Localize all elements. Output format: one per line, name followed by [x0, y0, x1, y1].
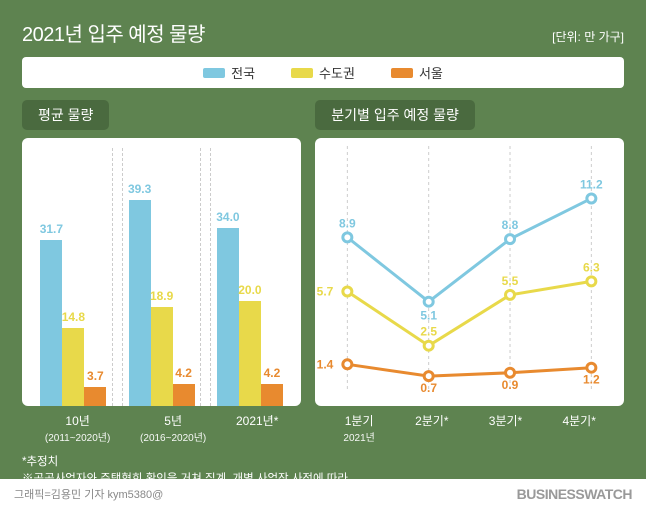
unit-label: [단위: 만 가구] — [552, 28, 624, 45]
legend-item: 전국 — [203, 63, 255, 82]
panel-average: 평균 물량 31.714.83.739.318.94.234.020.04.2 … — [22, 100, 301, 444]
credit: 그래픽=김용민 기자 kym5380@ — [14, 486, 163, 502]
legend-item: 서울 — [391, 63, 443, 82]
point-label: 1.4 — [317, 357, 334, 371]
footnote-line: *추정치 — [22, 454, 624, 471]
data-point — [424, 341, 433, 350]
bar-value: 4.2 — [175, 366, 192, 380]
data-point — [587, 363, 596, 372]
swatch-seoul — [391, 68, 413, 78]
bar: 18.9 — [151, 307, 173, 406]
bar: 34.0 — [217, 228, 239, 406]
x-tick: 4분기* — [562, 412, 595, 444]
line-chart-svg: 8.9 5.1 8.8 11.2 5.7 2.5 5.5 6.3 1.4 0.7 0.9 1.2 — [315, 138, 624, 406]
legend-label: 수도권 — [319, 63, 355, 82]
data-point — [424, 372, 433, 381]
line-series — [348, 281, 592, 345]
bar: 4.2 — [173, 384, 195, 406]
x-tick: 1분기2021년 — [343, 412, 374, 444]
footer: 그래픽=김용민 기자 kym5380@ BUSINESSWATCH — [0, 479, 646, 509]
data-point — [506, 368, 515, 377]
x-tick: 2021년* — [236, 412, 278, 444]
legend-label: 전국 — [231, 63, 255, 82]
point-label: 2.5 — [421, 325, 438, 339]
bar: 3.7 — [84, 387, 106, 406]
bar-value: 14.8 — [62, 310, 85, 324]
bar-value: 39.3 — [128, 182, 151, 196]
panel-title: 분기별 입주 예정 물량 — [315, 100, 475, 130]
bar: 4.2 — [261, 384, 283, 406]
x-axis: 1분기2021년 2분기* 3분기* 4분기* — [315, 406, 624, 444]
point-label: 5.1 — [421, 309, 438, 323]
bar-value: 34.0 — [216, 210, 239, 224]
bar: 14.8 — [62, 328, 84, 406]
bar-value: 3.7 — [87, 369, 104, 383]
header: 2021년 입주 예정 물량 [단위: 만 가구] — [0, 0, 646, 57]
data-point — [343, 233, 352, 242]
bar: 39.3 — [129, 200, 151, 406]
data-point — [343, 287, 352, 296]
point-label: 8.9 — [339, 216, 356, 230]
point-label: 0.7 — [421, 381, 438, 395]
data-point — [506, 290, 515, 299]
bar-value: 18.9 — [150, 289, 173, 303]
bar-value: 20.0 — [238, 283, 261, 297]
data-point — [424, 297, 433, 306]
data-point — [343, 360, 352, 369]
bar-group: 34.020.04.2 — [210, 148, 289, 406]
point-label: 11.2 — [580, 177, 603, 191]
chart-title: 2021년 입주 예정 물량 — [22, 18, 205, 47]
x-axis: 10년(2011~2020년) 5년(2016~2020년) 2021년* — [22, 406, 301, 444]
panel-quarterly: 분기별 입주 예정 물량 8.9 5.1 8.8 11.2 5.7 2.5 5.5 6.3 1.… — [315, 100, 624, 444]
point-label: 5.5 — [502, 274, 519, 288]
legend-item: 수도권 — [291, 63, 355, 82]
panel-title: 평균 물량 — [22, 100, 109, 130]
data-point — [587, 194, 596, 203]
brand-logo: BUSINESSWATCH — [517, 486, 632, 502]
point-label: 1.2 — [583, 373, 600, 387]
x-tick: 10년(2011~2020년) — [45, 412, 110, 444]
line-chart: 8.9 5.1 8.8 11.2 5.7 2.5 5.5 6.3 1.4 0.7 0.9 1.2 — [315, 138, 624, 406]
infographic-card: 2021년 입주 예정 물량 [단위: 만 가구] 전국 수도권 서울 평균 물… — [0, 0, 646, 509]
legend-label: 서울 — [419, 63, 443, 82]
point-label: 5.7 — [317, 285, 334, 299]
data-point — [506, 235, 515, 244]
data-point — [587, 277, 596, 286]
point-label: 6.3 — [583, 260, 600, 274]
bar-group: 39.318.94.2 — [122, 148, 201, 406]
bar-value: 31.7 — [40, 222, 63, 236]
bar: 31.7 — [40, 240, 62, 406]
point-label: 0.9 — [502, 378, 519, 392]
swatch-metro — [291, 68, 313, 78]
bar-chart: 31.714.83.739.318.94.234.020.04.2 — [22, 138, 301, 406]
legend: 전국 수도권 서울 — [22, 57, 624, 88]
bar-value: 4.2 — [264, 366, 281, 380]
x-tick: 2분기* — [415, 412, 448, 444]
point-label: 8.8 — [502, 218, 519, 232]
x-tick: 5년(2016~2020년) — [140, 412, 206, 444]
bar-group: 31.714.83.7 — [34, 148, 113, 406]
x-tick: 3분기* — [489, 412, 522, 444]
swatch-national — [203, 68, 225, 78]
line-series — [348, 364, 592, 376]
bar: 20.0 — [239, 301, 261, 406]
